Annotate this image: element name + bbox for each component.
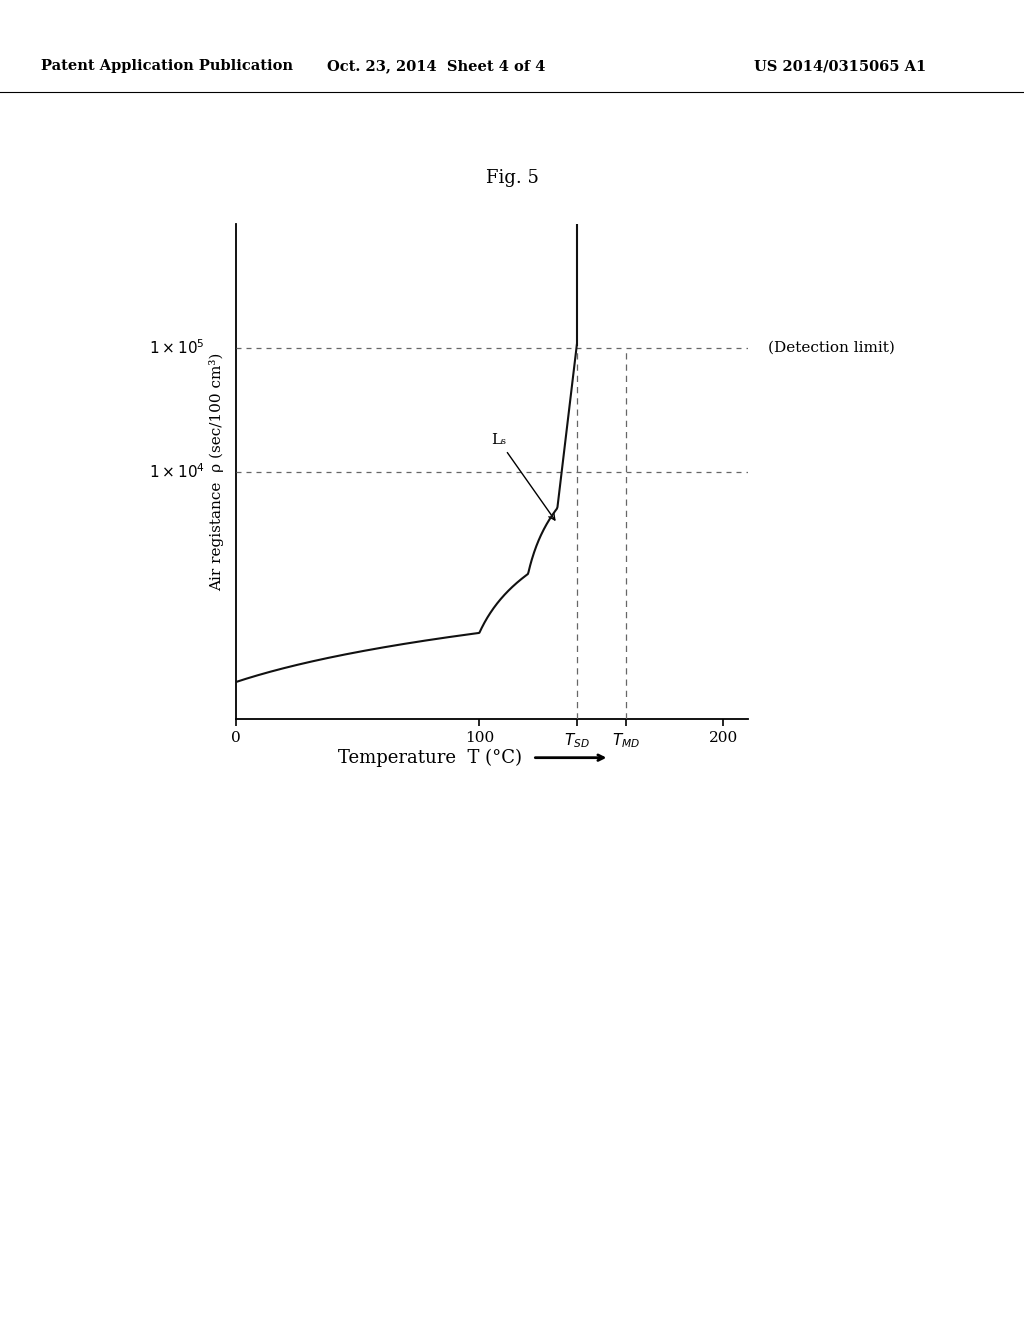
Text: Patent Application Publication: Patent Application Publication	[41, 59, 293, 73]
Text: $1\times10^5$: $1\times10^5$	[150, 339, 205, 358]
Text: (Detection limit): (Detection limit)	[768, 341, 895, 355]
Text: US 2014/0315065 A1: US 2014/0315065 A1	[755, 59, 927, 73]
Text: Temperature  T (°C): Temperature T (°C)	[338, 748, 522, 767]
Text: Fig. 5: Fig. 5	[485, 169, 539, 187]
Y-axis label: Air registance  ρ (sec/100 cm³): Air registance ρ (sec/100 cm³)	[210, 352, 224, 591]
Text: Lₛ: Lₛ	[492, 433, 555, 520]
Text: Oct. 23, 2014  Sheet 4 of 4: Oct. 23, 2014 Sheet 4 of 4	[328, 59, 546, 73]
Text: $1\times10^4$: $1\times10^4$	[148, 462, 205, 482]
